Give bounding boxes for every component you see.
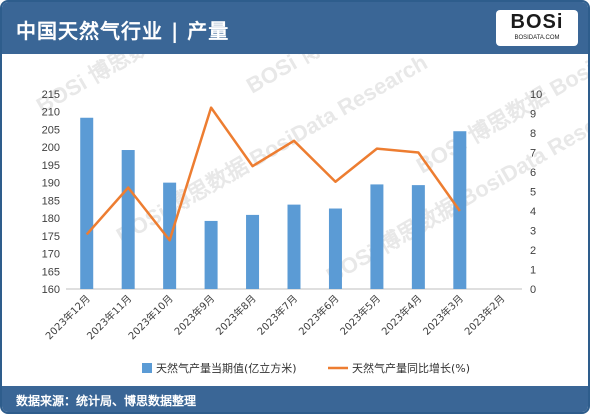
bar [411, 185, 425, 289]
axes: 160 165 170 175 180 185 190 195 200 205 210 215 0 1 2 3… [42, 89, 543, 296]
bar [163, 182, 177, 289]
legend-label-line: 天然气产量同比增长(%) [352, 361, 470, 375]
left-axis-tick: 195 [42, 160, 60, 172]
bar [121, 150, 135, 289]
bar [246, 214, 260, 289]
left-axis-tick: 160 [42, 284, 60, 296]
left-axis-tick: 170 [42, 249, 60, 261]
category-label: 2023年6月 [296, 292, 342, 338]
right-axis-tick: 8 [530, 128, 536, 140]
left-axis-tick: 190 [42, 178, 60, 190]
legend-label-bar: 天然气产量当期值(亿立方米) [156, 361, 297, 375]
bar [80, 117, 94, 289]
brand-logo: BOSi BOSIDATA.COM [496, 10, 578, 46]
category-label: 2023年7月 [254, 292, 300, 338]
category-label: 2023年9月 [171, 292, 217, 338]
category-label: 2023年8月 [213, 292, 259, 338]
left-axis-tick: 200 [42, 142, 60, 154]
line-series [85, 106, 461, 242]
logo-text: BOSi [510, 11, 564, 33]
right-axis-tick: 4 [530, 206, 536, 218]
left-axis-tick: 185 [42, 195, 60, 207]
left-axis-tick: 175 [42, 231, 60, 243]
footer-bar: 数据来源：统计局、博思数据整理 [2, 386, 588, 412]
left-axis-tick: 210 [42, 107, 60, 119]
right-axis-tick: 10 [530, 89, 542, 101]
bar [287, 204, 301, 289]
category-label: 2023年5月 [337, 292, 383, 338]
bar [204, 220, 218, 289]
bar-series [80, 117, 467, 289]
left-axis-tick: 165 [42, 266, 60, 278]
category-label: 2023年4月 [379, 292, 425, 338]
right-axis-tick: 9 [530, 109, 536, 121]
right-axis-tick: 2 [530, 245, 536, 257]
category-label: 2023年2月 [462, 292, 508, 338]
right-axis-tick: 3 [530, 226, 536, 238]
watermark-text: BOSi 博思数据 BosiData Research [412, 54, 588, 178]
right-axis-tick: 6 [530, 167, 536, 179]
data-source: 数据来源：统计局、博思数据整理 [16, 394, 197, 408]
logo-subtext: BOSIDATA.COM [514, 35, 560, 41]
left-axis-tick: 205 [42, 124, 60, 136]
category-label: 2023年3月 [420, 292, 466, 338]
bar [370, 184, 384, 289]
bar [328, 208, 342, 289]
legend: 天然气产量当期值(亿立方米) 天然气产量同比增长(%) [142, 361, 470, 375]
left-axis-tick: 180 [42, 213, 60, 225]
header-bar: 中国天然气行业 | 产量 BOSi BOSIDATA.COM [2, 2, 588, 54]
right-axis-tick: 1 [530, 265, 536, 277]
legend-swatch-bar [142, 363, 152, 373]
category-label: 2023年10月 [125, 292, 175, 342]
page-title: 中国天然气行业 | 产量 [16, 19, 230, 43]
left-axis-tick: 215 [42, 89, 60, 101]
category-labels: 2023年12月2023年11月2023年10月2023年9月2023年8月20… [43, 292, 508, 342]
growth-line [85, 106, 461, 242]
right-axis-tick: 7 [530, 148, 536, 160]
right-axis-tick: 5 [530, 187, 536, 199]
right-axis-tick: 0 [530, 284, 536, 296]
